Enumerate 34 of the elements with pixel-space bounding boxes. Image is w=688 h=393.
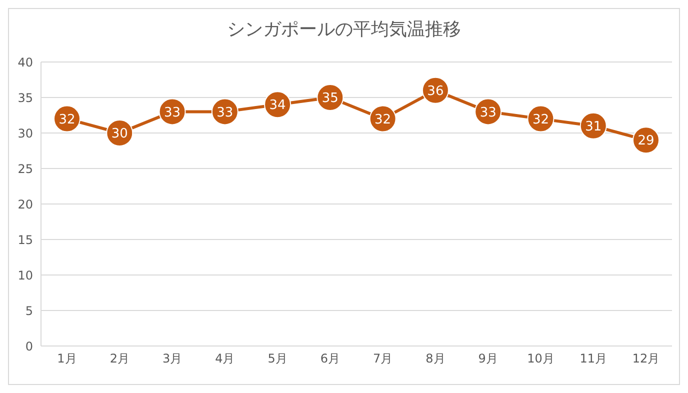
x-tick-label: 5月 (268, 352, 288, 366)
x-tick-label: 10月 (527, 352, 554, 366)
x-tick-label: 3月 (162, 352, 182, 366)
data-label: 33 (480, 105, 496, 120)
data-label: 32 (58, 112, 76, 128)
x-tick-label: 9月 (478, 352, 498, 366)
data-label: 34 (269, 98, 286, 114)
x-tick-label: 2月 (110, 352, 130, 366)
data-label: 30 (111, 126, 128, 142)
y-tick-label: 10 (18, 268, 33, 282)
y-tick-label: 40 (18, 55, 33, 70)
x-tick-label: 8月 (426, 352, 446, 366)
x-tick-label: 7月 (373, 352, 393, 366)
y-tick-label: 0 (25, 339, 33, 354)
data-label: 36 (427, 84, 444, 100)
data-label: 33 (216, 105, 234, 120)
data-label: 31 (585, 120, 602, 135)
x-tick-label: 1月 (57, 352, 77, 366)
y-tick-label: 15 (18, 232, 33, 247)
x-tick-label: 4月 (215, 352, 235, 366)
y-tick-label: 20 (18, 197, 33, 212)
x-tick-label: 11月 (580, 352, 608, 366)
x-tick-label: 6月 (320, 352, 340, 366)
data-label: 33 (164, 105, 181, 120)
y-tick-label: 30 (18, 126, 33, 140)
data-label: 32 (532, 112, 549, 128)
chart-title: シンガポールの平均気温推移 (226, 18, 462, 41)
data-label: 35 (322, 91, 338, 106)
y-tick-label: 5 (25, 304, 33, 318)
x-tick-label: 12月 (632, 352, 660, 366)
data-label: 32 (374, 112, 392, 128)
y-tick-label: 35 (18, 90, 33, 105)
y-tick-label: 25 (18, 162, 33, 176)
data-label: 29 (638, 134, 654, 149)
